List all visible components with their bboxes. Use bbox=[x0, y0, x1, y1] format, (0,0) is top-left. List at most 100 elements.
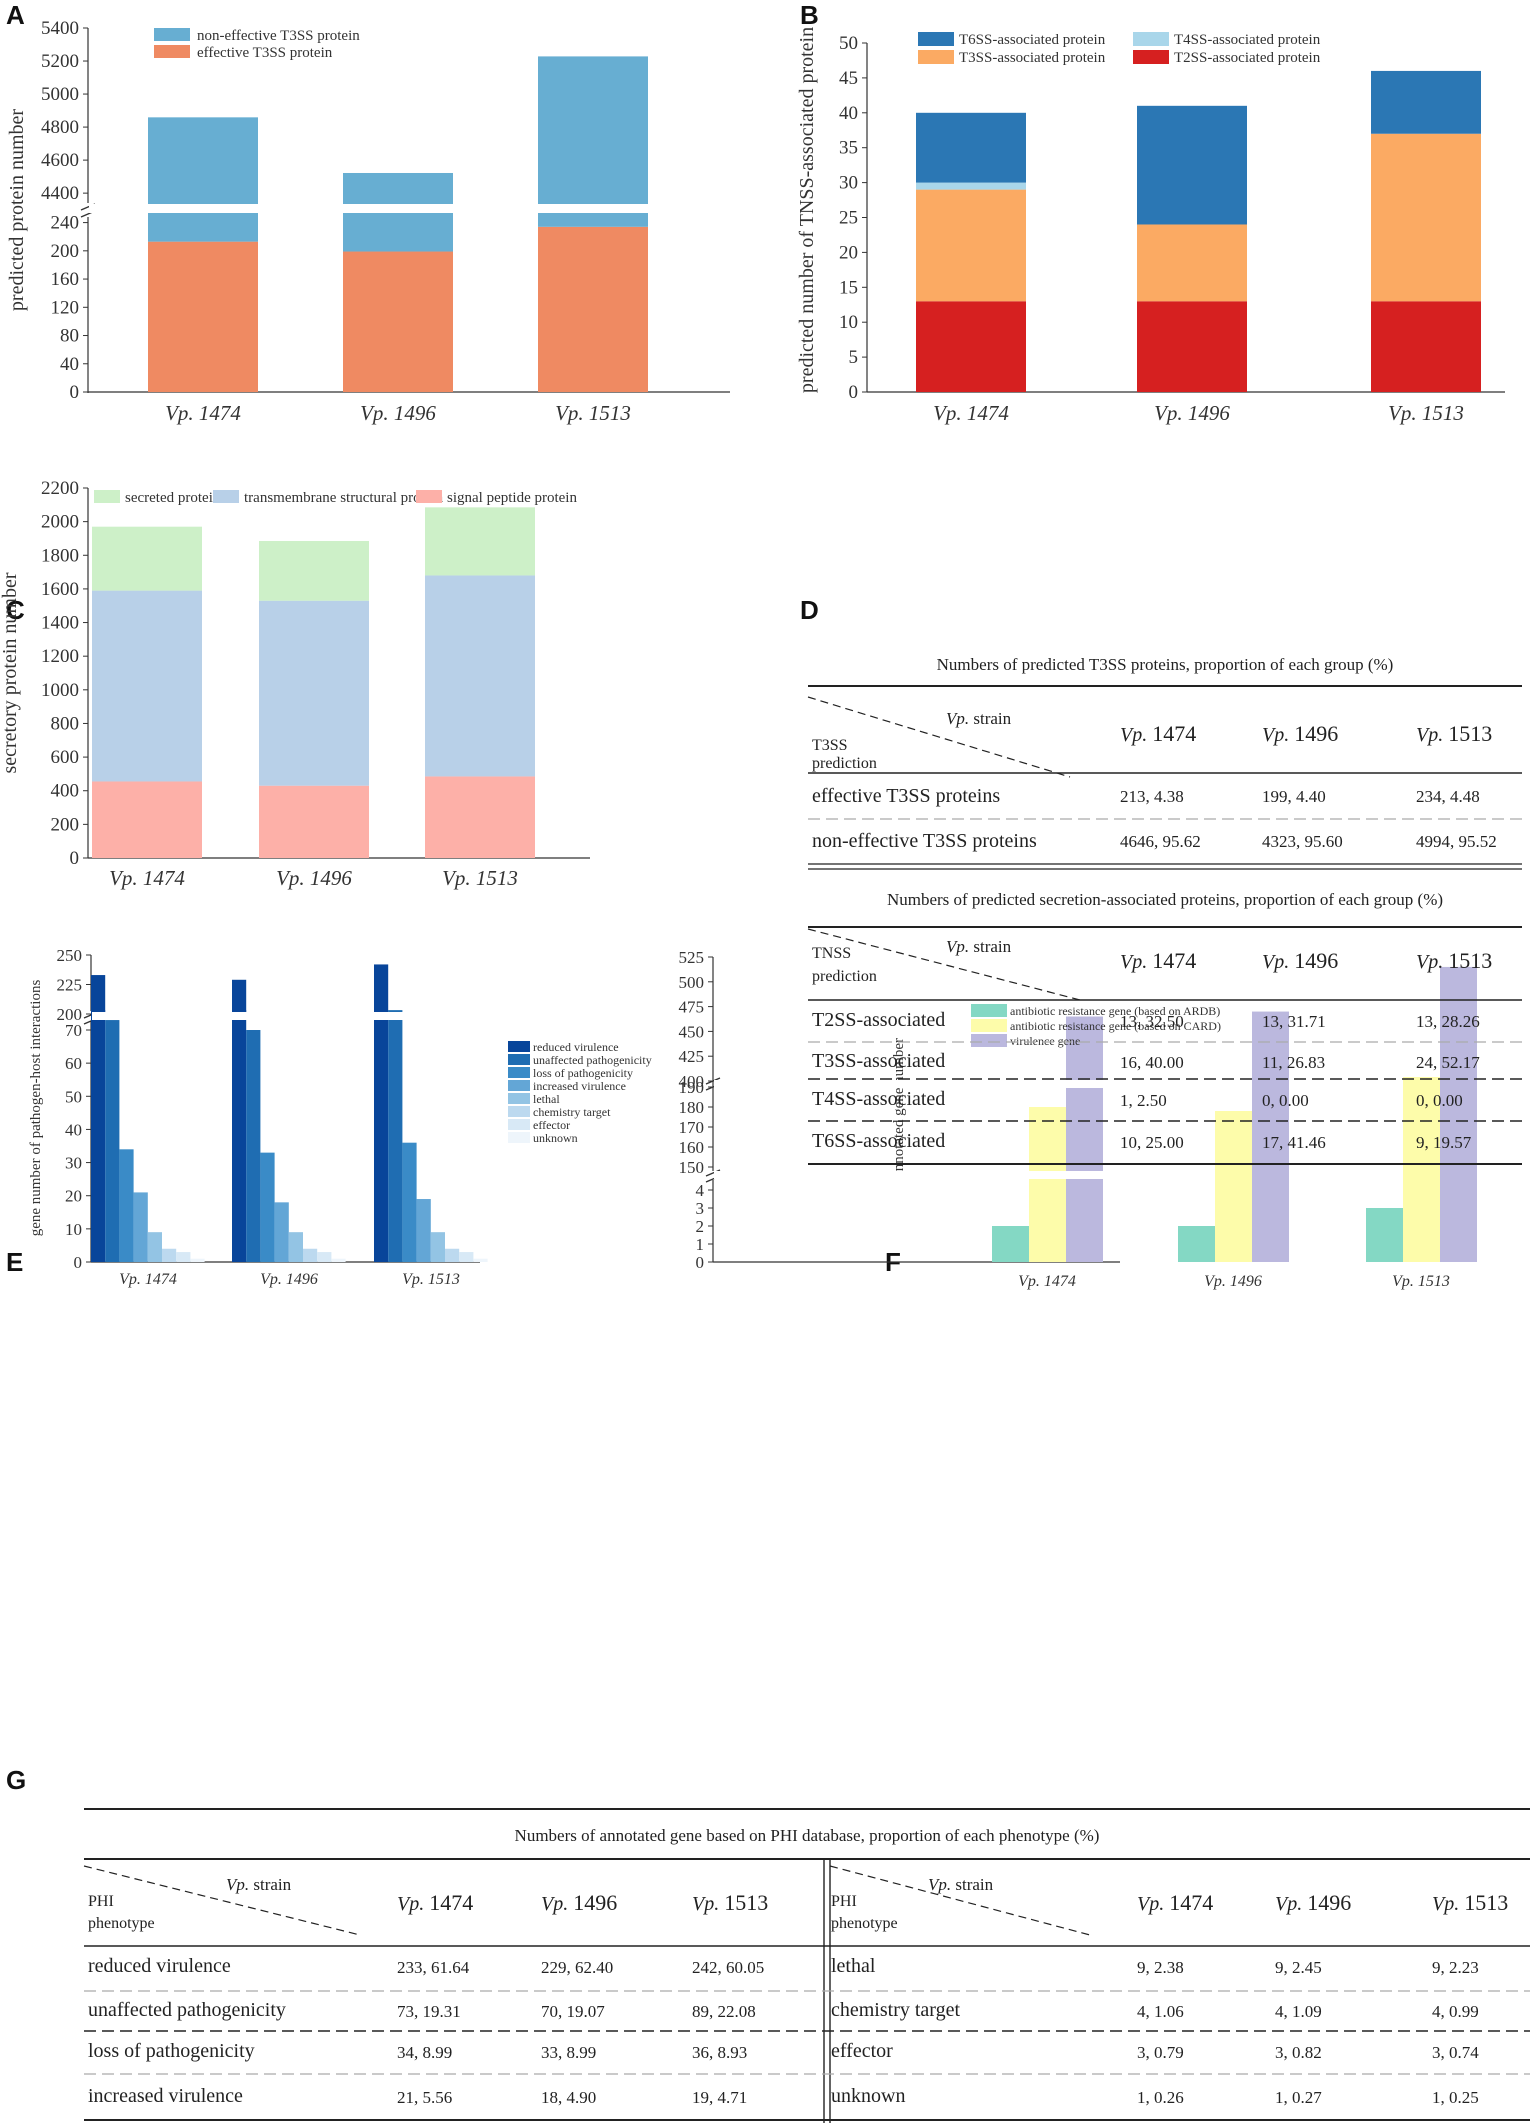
y-tick-label: 400 bbox=[51, 781, 80, 802]
table-g-diagonal-right bbox=[829, 1865, 1091, 1936]
chart-c-secretory-proteins: 0 200 400 600 800 1000 1200 1400 1600 1800 2000 220… bbox=[0, 478, 590, 890]
y-tick-label: 3 bbox=[696, 1199, 705, 1218]
legend-label-t6ss-associated-protein: T6SS-associated protein bbox=[959, 32, 1106, 48]
bar-antibiotic-resistance-gene-based-on-card-vp-1474 bbox=[1029, 1175, 1066, 1262]
y-tick-label: 40 bbox=[65, 1120, 82, 1139]
bar-virulence-gene-vp-1513-upper bbox=[1440, 966, 1477, 1086]
x-tick-label: Vp. 1513 bbox=[402, 1271, 460, 1288]
bar-antibiotic-resistance-gene-based-on-card-vp-1513 bbox=[1403, 1175, 1440, 1262]
bar-loss-of-pathogenicity-vp-1513 bbox=[402, 1142, 417, 1262]
bar-chemistry-target-vp-1513 bbox=[445, 1248, 460, 1262]
y-tick-label: 200 bbox=[51, 814, 80, 835]
legend-label-unaffected-pathogenicity: unaffected pathogenicity bbox=[533, 1053, 652, 1067]
legend-swatch-transmembrane-structural-protein bbox=[213, 490, 239, 503]
bar-antibiotic-resistance-gene-based-on-card-vp-1474-mid bbox=[1029, 1107, 1066, 1177]
y-tick-label: 600 bbox=[51, 747, 80, 768]
y-axis-label: secretory protein number bbox=[0, 572, 21, 773]
bar-virulence-gene-vp-1474 bbox=[1066, 1175, 1103, 1262]
bar-t2ss-associated-protein-vp-1474 bbox=[916, 301, 1026, 392]
y-tick-label: 10 bbox=[65, 1220, 82, 1239]
y-tick-label: 4 bbox=[696, 1181, 705, 1200]
panel-label-e: E bbox=[6, 1247, 24, 1277]
table-d-rules bbox=[807, 685, 1522, 1165]
legend-swatch-t6ss-associated-protein bbox=[918, 32, 954, 46]
y-tick-label: 45 bbox=[839, 68, 858, 89]
legend-swatch-antibiotic-resistance-gene-based-on-ardb bbox=[971, 1004, 1007, 1017]
y-tick-label: 200 bbox=[57, 1005, 83, 1024]
y-tick-label: 180 bbox=[679, 1098, 705, 1117]
bar-reduced-virulence-vp-1474-upper bbox=[91, 975, 106, 1020]
x-tick-label: Vp. 1496 bbox=[360, 401, 436, 425]
y-tick-label: 170 bbox=[679, 1118, 705, 1137]
y-tick-label: 190 bbox=[679, 1078, 705, 1097]
bar-virulence-gene-vp-1496 bbox=[1252, 1175, 1289, 1262]
legend-label-reduced-virulence: reduced virulence bbox=[533, 1040, 619, 1054]
bar-virulence-gene-vp-1496-upper bbox=[1252, 1011, 1289, 1086]
chart-b-tnss-proteins: 0 5 10 15 20 25 30 35 40 45 50 predicted number of … bbox=[796, 27, 1505, 425]
bar-virulence-gene-vp-1496-mid bbox=[1252, 1069, 1289, 1177]
bar-unaffected-pathogenicity-vp-1496 bbox=[246, 1030, 261, 1262]
bar-signal-peptide-protein-vp-1496 bbox=[259, 785, 369, 858]
bar-transmembrane-structural-protein-vp-1513 bbox=[425, 575, 535, 777]
bar-chemistry-target-vp-1496 bbox=[303, 1248, 318, 1262]
bar-virulence-gene-vp-1513 bbox=[1440, 1175, 1477, 1262]
bar-effector-vp-1513 bbox=[459, 1252, 474, 1262]
y-tick-label: 35 bbox=[839, 138, 858, 159]
y-tick-label: 5400 bbox=[41, 18, 79, 39]
table-g-diagonal-left bbox=[83, 1865, 361, 1936]
legend-label-lethal: lethal bbox=[533, 1092, 560, 1106]
chart-a-t3ss-proteins: 0 40 80 120 160 200 240 4400 4600 4800 5000 5200 540… bbox=[6, 18, 730, 425]
y-tick-label: 160 bbox=[679, 1138, 705, 1157]
y-tick-label: 1 bbox=[696, 1235, 705, 1254]
bar-antibiotic-resistance-gene-based-on-ardb-vp-1513 bbox=[1366, 1208, 1403, 1262]
y-tick-label: 70 bbox=[65, 1021, 82, 1040]
legend-label-unknown: unknown bbox=[533, 1131, 578, 1145]
bar-t2ss-associated-protein-vp-1496 bbox=[1137, 301, 1247, 392]
bar-antibiotic-resistance-gene-based-on-ardb-vp-1496 bbox=[1178, 1226, 1215, 1262]
legend-swatch-loss-of-pathogenicity bbox=[508, 1067, 530, 1078]
legend-swatch-signal-peptide-protein bbox=[416, 490, 442, 503]
bar-loss-of-pathogenicity-vp-1496 bbox=[260, 1152, 275, 1262]
y-tick-label: 160 bbox=[51, 269, 80, 290]
legend-swatch-virulence-gene bbox=[971, 1034, 1007, 1047]
y-tick-label: 1600 bbox=[41, 579, 79, 600]
bar-secreted-protein-vp-1496 bbox=[259, 540, 369, 601]
bar-loss-of-pathogenicity-vp-1474 bbox=[119, 1149, 134, 1262]
x-tick-label: Vp. 1496 bbox=[276, 866, 352, 890]
legend-swatch-non-effective-t3ss-protein bbox=[154, 28, 190, 41]
bar-secreted-protein-vp-1474 bbox=[92, 526, 202, 591]
y-tick-label: 30 bbox=[839, 173, 858, 194]
x-tick-label: Vp. 1513 bbox=[555, 401, 631, 425]
legend-label-antibiotic-resistance-gene-based-on-card: antibiotic resistance gene (based on CAR… bbox=[1010, 1019, 1221, 1033]
bar-effector-vp-1474 bbox=[176, 1252, 191, 1262]
bar-increased-virulence-vp-1496 bbox=[274, 1202, 289, 1262]
y-tick-label: 20 bbox=[839, 242, 858, 263]
legend-swatch-t3ss-associated-protein bbox=[918, 50, 954, 64]
legend-swatch-unknown bbox=[508, 1132, 530, 1143]
legend-swatch-chemistry-target bbox=[508, 1106, 530, 1117]
y-tick-label: 2000 bbox=[41, 512, 79, 533]
y-tick-label: 0 bbox=[70, 382, 80, 403]
bar-t4ss-associated-protein-vp-1474 bbox=[916, 182, 1026, 190]
bar-lethal-vp-1513 bbox=[430, 1232, 445, 1262]
bar-secreted-protein-vp-1513 bbox=[425, 507, 535, 576]
bar-antibiotic-resistance-gene-based-on-ardb-vp-1474 bbox=[992, 1226, 1029, 1262]
y-tick-label: 525 bbox=[679, 948, 705, 967]
bar-t2ss-associated-protein-vp-1513 bbox=[1371, 301, 1481, 392]
bar-effective-t3ss-protein-vp-1474 bbox=[148, 241, 258, 392]
legend-label-loss-of-pathogenicity: loss of pathogenicity bbox=[533, 1066, 633, 1080]
bar-increased-virulence-vp-1474 bbox=[133, 1192, 148, 1262]
y-tick-label: 250 bbox=[57, 946, 83, 965]
legend-swatch-unaffected-pathogenicity bbox=[508, 1054, 530, 1065]
axis-break-gap bbox=[89, 204, 729, 213]
bar-unknown-vp-1513 bbox=[473, 1258, 488, 1262]
y-tick-label: 5200 bbox=[41, 51, 79, 72]
legend-label-chemistry-target: chemistry target bbox=[533, 1105, 611, 1119]
y-tick-label: 40 bbox=[839, 103, 858, 124]
bar-lethal-vp-1474 bbox=[147, 1232, 162, 1262]
legend-swatch-t4ss-associated-protein bbox=[1133, 32, 1169, 46]
panel-label-c: C bbox=[6, 595, 25, 625]
panel-label-d: D bbox=[800, 595, 819, 625]
bar-reduced-virulence-vp-1496-upper bbox=[232, 979, 247, 1020]
